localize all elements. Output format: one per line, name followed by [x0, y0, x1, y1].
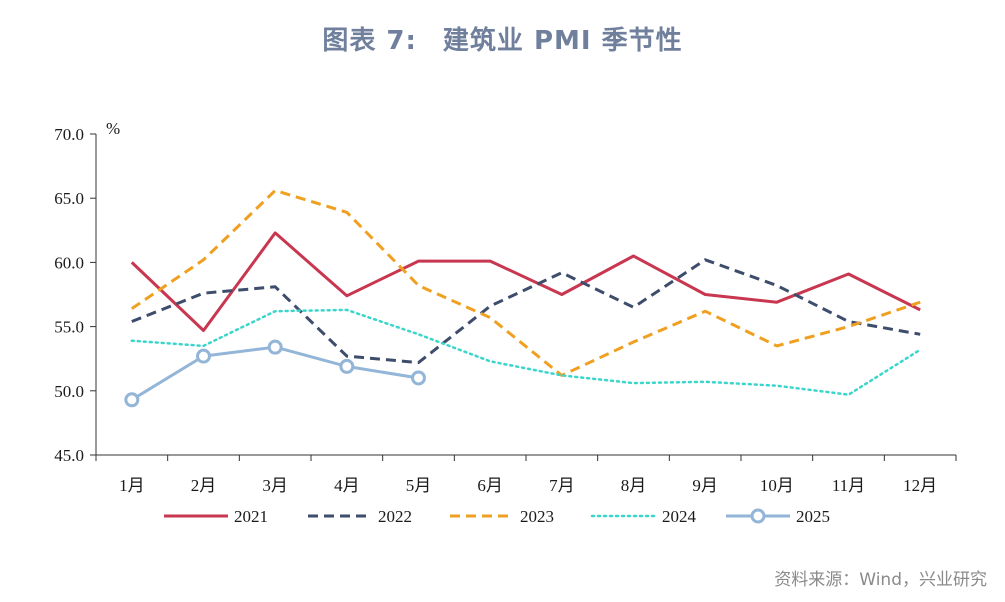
legend-label-2023: 2023	[520, 507, 554, 526]
data-point-2025	[124, 392, 140, 408]
series-2022	[131, 258, 921, 365]
figure-label: 图表 7:	[322, 26, 417, 56]
series-2025	[124, 339, 426, 408]
series-2024	[130, 308, 922, 396]
source-note: 资料来源：Wind，兴业研究	[774, 570, 987, 590]
y-tick-label: 50.0	[54, 382, 84, 401]
legend-label-2022: 2022	[378, 507, 412, 526]
x-tick-label: 5月	[406, 476, 432, 495]
x-tick-label: 8月	[621, 476, 647, 495]
x-tick-label: 6月	[477, 476, 503, 495]
x-tick-label: 3月	[262, 476, 288, 495]
x-tick-label: 12月	[903, 476, 937, 495]
x-tick-label: 10月	[760, 476, 794, 495]
x-tick-label: 4月	[334, 476, 360, 495]
legend-item-2022: 2022	[308, 507, 412, 526]
data-point-2025	[267, 339, 283, 355]
legend-item-2025: 2025	[726, 507, 830, 526]
y-tick-label: 55.0	[54, 318, 84, 337]
data-point-2025	[196, 348, 211, 364]
figure-title-text: 建筑业 PMI 季节性	[442, 26, 683, 56]
series-line-2024	[130, 308, 922, 396]
data-point-2025	[411, 370, 426, 386]
y-tick-label: 60.0	[54, 253, 84, 272]
chart-axes: 45.0 50.0 55.0 60.0 65.0 70.0 % 1月 2月 3月 4月 5月 6月 7月 8…	[54, 119, 957, 495]
chart-series-layer	[124, 189, 922, 408]
legend-item-2023: 2023	[450, 507, 554, 526]
chart-legend: 2021 2022 2023 2024 2025	[164, 507, 830, 526]
figure-title: 图表 7: 建筑业 PMI 季节性	[0, 20, 1005, 57]
legend-label-2025: 2025	[796, 507, 830, 526]
data-point-2025	[339, 358, 355, 374]
x-tick-label: 2月	[191, 476, 217, 495]
series-2021	[130, 231, 921, 332]
y-tick-label: 45.0	[54, 446, 84, 465]
y-tick-label: 65.0	[54, 189, 84, 208]
legend-label-2024: 2024	[662, 507, 697, 526]
series-line-2023	[130, 189, 921, 377]
y-tick-label: 70.0	[54, 125, 84, 144]
x-tick-label: 1月	[119, 476, 145, 495]
legend-item-2024: 2024	[590, 507, 697, 526]
legend-marker-2025	[750, 508, 766, 524]
series-2023	[130, 189, 921, 377]
series-line-2025	[131, 345, 419, 402]
x-tick-label: 11月	[832, 476, 865, 495]
series-line-2021	[130, 231, 921, 332]
y-unit-label: %	[106, 119, 120, 138]
legend-item-2021: 2021	[164, 507, 268, 526]
x-tick-label: 9月	[692, 476, 718, 495]
legend-label-2021: 2021	[234, 507, 268, 526]
x-tick-label: 7月	[549, 476, 575, 495]
series-line-2022	[131, 258, 921, 365]
